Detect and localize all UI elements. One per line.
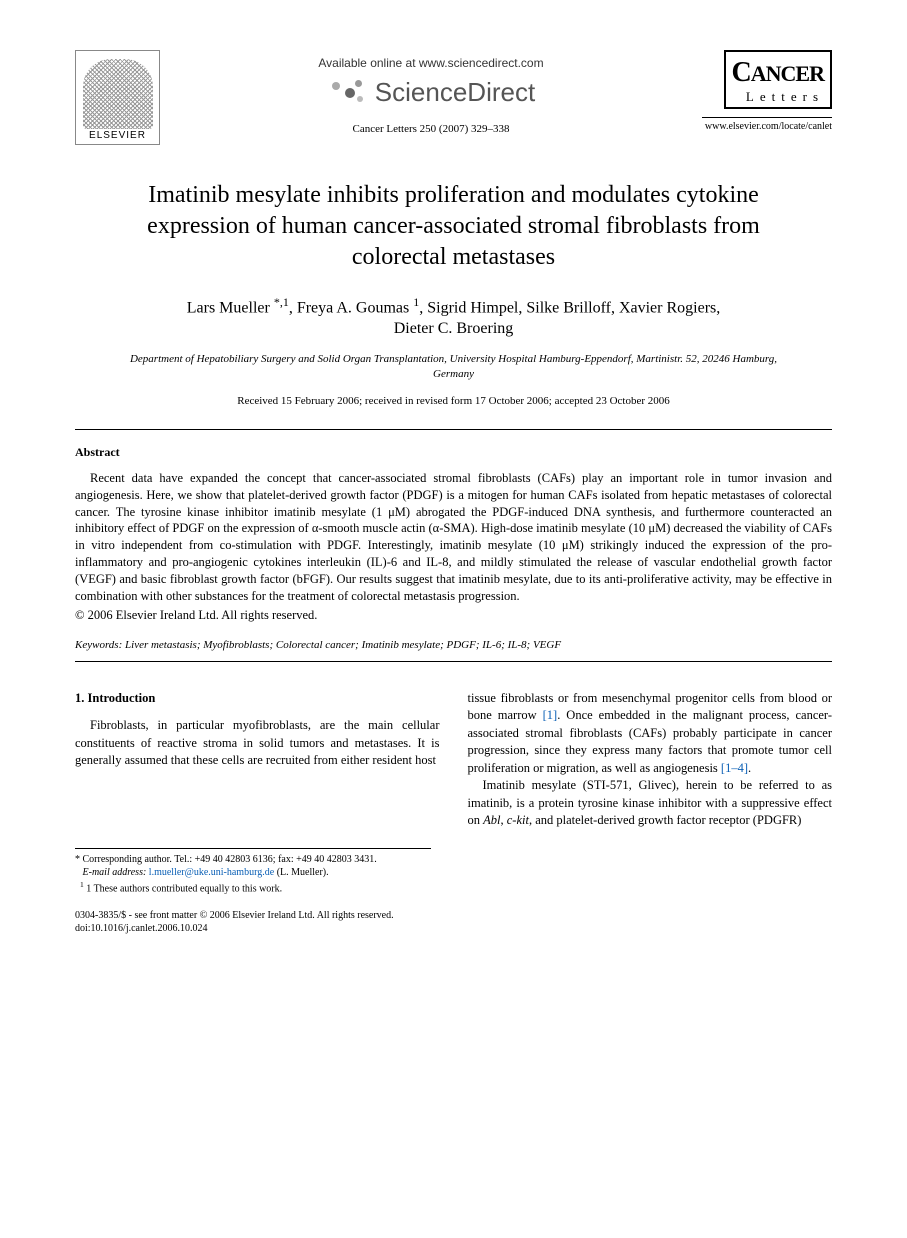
journal-logo: CANCER Letters www.elsevier.com/locate/c… xyxy=(702,50,832,134)
email-link[interactable]: l.mueller@uke.uni-hamburg.de xyxy=(149,867,274,878)
footnotes: * Corresponding author. Tel.: +49 40 428… xyxy=(75,848,431,896)
cancer-word: CANCER xyxy=(732,54,824,92)
footer-copyright: 0304-3835/$ - see front matter © 2006 El… xyxy=(75,909,832,922)
abstract-heading: Abstract xyxy=(75,444,832,460)
introduction-heading: 1. Introduction xyxy=(75,690,440,708)
divider-rule xyxy=(75,429,832,430)
keywords-list: Liver metastasis; Myofibroblasts; Colore… xyxy=(125,639,561,651)
keywords-label: Keywords: xyxy=(75,639,122,651)
elsevier-label: ELSEVIER xyxy=(89,129,146,143)
sciencedirect-logo: ScienceDirect xyxy=(160,75,702,110)
authors-list: Lars Mueller *,1, Freya A. Goumas 1, Sig… xyxy=(75,294,832,341)
available-online-text: Available online at www.sciencedirect.co… xyxy=(160,55,702,71)
abstract-copyright: © 2006 Elsevier Ireland Ltd. All rights … xyxy=(75,607,832,624)
body-columns: 1. Introduction Fibroblasts, in particul… xyxy=(75,690,832,830)
reference-link-1[interactable]: [1] xyxy=(543,708,558,722)
footer-doi: doi:10.1016/j.canlet.2006.10.024 xyxy=(75,922,832,935)
cancer-letters-box: CANCER Letters xyxy=(724,50,832,109)
page-header: ELSEVIER Available online at www.science… xyxy=(75,50,832,145)
email-suffix: (L. Mueller). xyxy=(277,867,329,878)
email-label: E-mail address: xyxy=(83,867,147,878)
authors-line-1: Lars Mueller *,1, Freya A. Goumas 1, Sig… xyxy=(75,294,832,319)
intro-paragraph-1: Fibroblasts, in particular myofibroblast… xyxy=(75,717,440,770)
sciencedirect-text: ScienceDirect xyxy=(375,75,535,110)
reference-link-1-4[interactable]: [1–4] xyxy=(721,761,748,775)
email-line: E-mail address: l.mueller@uke.uni-hambur… xyxy=(75,866,431,880)
page-footer: 0304-3835/$ - see front matter © 2006 El… xyxy=(75,909,832,935)
column-left: 1. Introduction Fibroblasts, in particul… xyxy=(75,690,440,830)
article-dates: Received 15 February 2006; received in r… xyxy=(75,394,832,409)
divider-rule-2 xyxy=(75,661,832,662)
intro-paragraph-2: Imatinib mesylate (STI-571, Glivec), her… xyxy=(468,777,833,830)
intro-paragraph-1-cont: tissue fibroblasts or from mesenchymal p… xyxy=(468,690,833,778)
keywords: Keywords: Liver metastasis; Myofibroblas… xyxy=(75,638,832,653)
article-title: Imatinib mesylate inhibits proliferation… xyxy=(105,180,802,274)
elsevier-logo: ELSEVIER xyxy=(75,50,160,145)
sciencedirect-dots-icon xyxy=(327,80,367,106)
authors-line-2: Dieter C. Broering xyxy=(75,318,832,340)
corresponding-author-note: * Corresponding author. Tel.: +49 40 428… xyxy=(75,853,431,867)
elsevier-tree-icon xyxy=(83,59,153,129)
affiliation: Department of Hepatobiliary Surgery and … xyxy=(115,352,792,382)
journal-reference: Cancer Letters 250 (2007) 329–338 xyxy=(160,122,702,137)
journal-url: www.elsevier.com/locate/canlet xyxy=(702,117,832,134)
abstract-body: Recent data have expanded the concept th… xyxy=(75,470,832,605)
center-header: Available online at www.sciencedirect.co… xyxy=(160,50,702,137)
equal-contribution-note: 1 1 These authors contributed equally to… xyxy=(75,880,431,896)
column-right: tissue fibroblasts or from mesenchymal p… xyxy=(468,690,833,830)
letters-word: Letters xyxy=(732,88,824,106)
